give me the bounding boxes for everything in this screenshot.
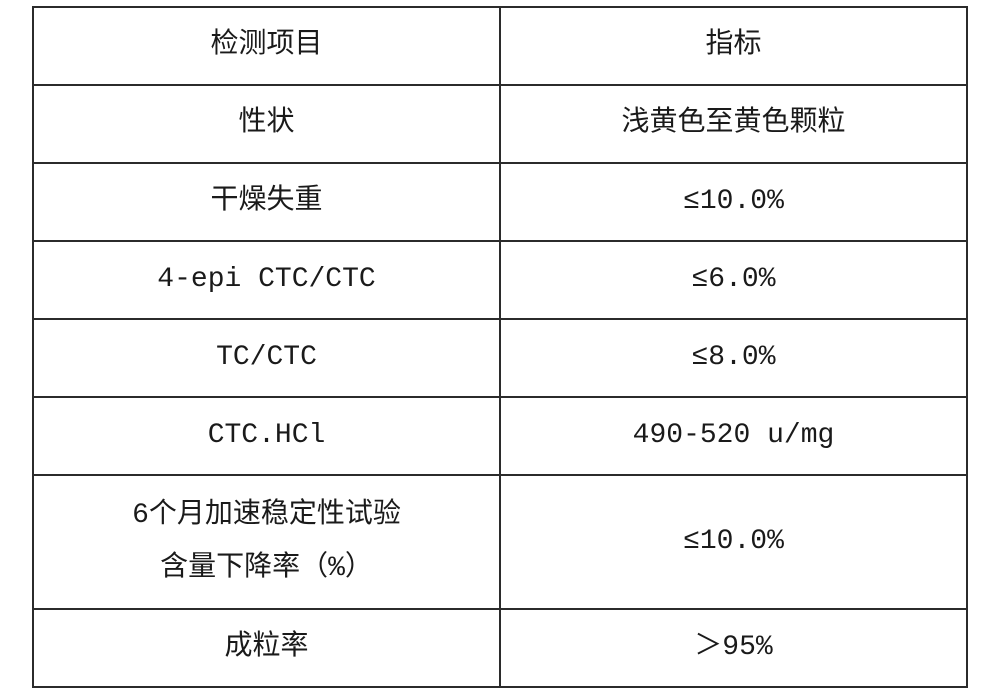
cell-item: CTC.HCl [33,397,500,475]
cell-spec: 490-520 u/mg [500,397,967,475]
cell-item: 性状 [33,85,500,163]
cell-spec: 浅黄色至黄色颗粒 [500,85,967,163]
cell-spec: ≤10.0% [500,163,967,241]
cell-item: TC/CTC [33,319,500,397]
spec-table: 检测项目 指标 性状 浅黄色至黄色颗粒 干燥失重 ≤10.0% 4-epi CT… [32,6,968,688]
cell-spec: ≤8.0% [500,319,967,397]
cell-spec: ＞95% [500,609,967,687]
table-row: 6个月加速稳定性试验含量下降率（%） ≤10.0% [33,475,967,609]
table-row: TC/CTC ≤8.0% [33,319,967,397]
cell-spec: ≤10.0% [500,475,967,609]
table-row: 4-epi CTC/CTC ≤6.0% [33,241,967,319]
table-row: 干燥失重 ≤10.0% [33,163,967,241]
header-item: 检测项目 [33,7,500,85]
cell-item: 干燥失重 [33,163,500,241]
cell-spec: ≤6.0% [500,241,967,319]
table-row: CTC.HCl 490-520 u/mg [33,397,967,475]
table-row: 性状 浅黄色至黄色颗粒 [33,85,967,163]
table-row: 成粒率 ＞95% [33,609,967,687]
table-container: 检测项目 指标 性状 浅黄色至黄色颗粒 干燥失重 ≤10.0% 4-epi CT… [0,0,1000,671]
cell-item: 6个月加速稳定性试验含量下降率（%） [33,475,500,609]
table-row: 检测项目 指标 [33,7,967,85]
cell-item: 成粒率 [33,609,500,687]
header-spec: 指标 [500,7,967,85]
cell-item: 4-epi CTC/CTC [33,241,500,319]
